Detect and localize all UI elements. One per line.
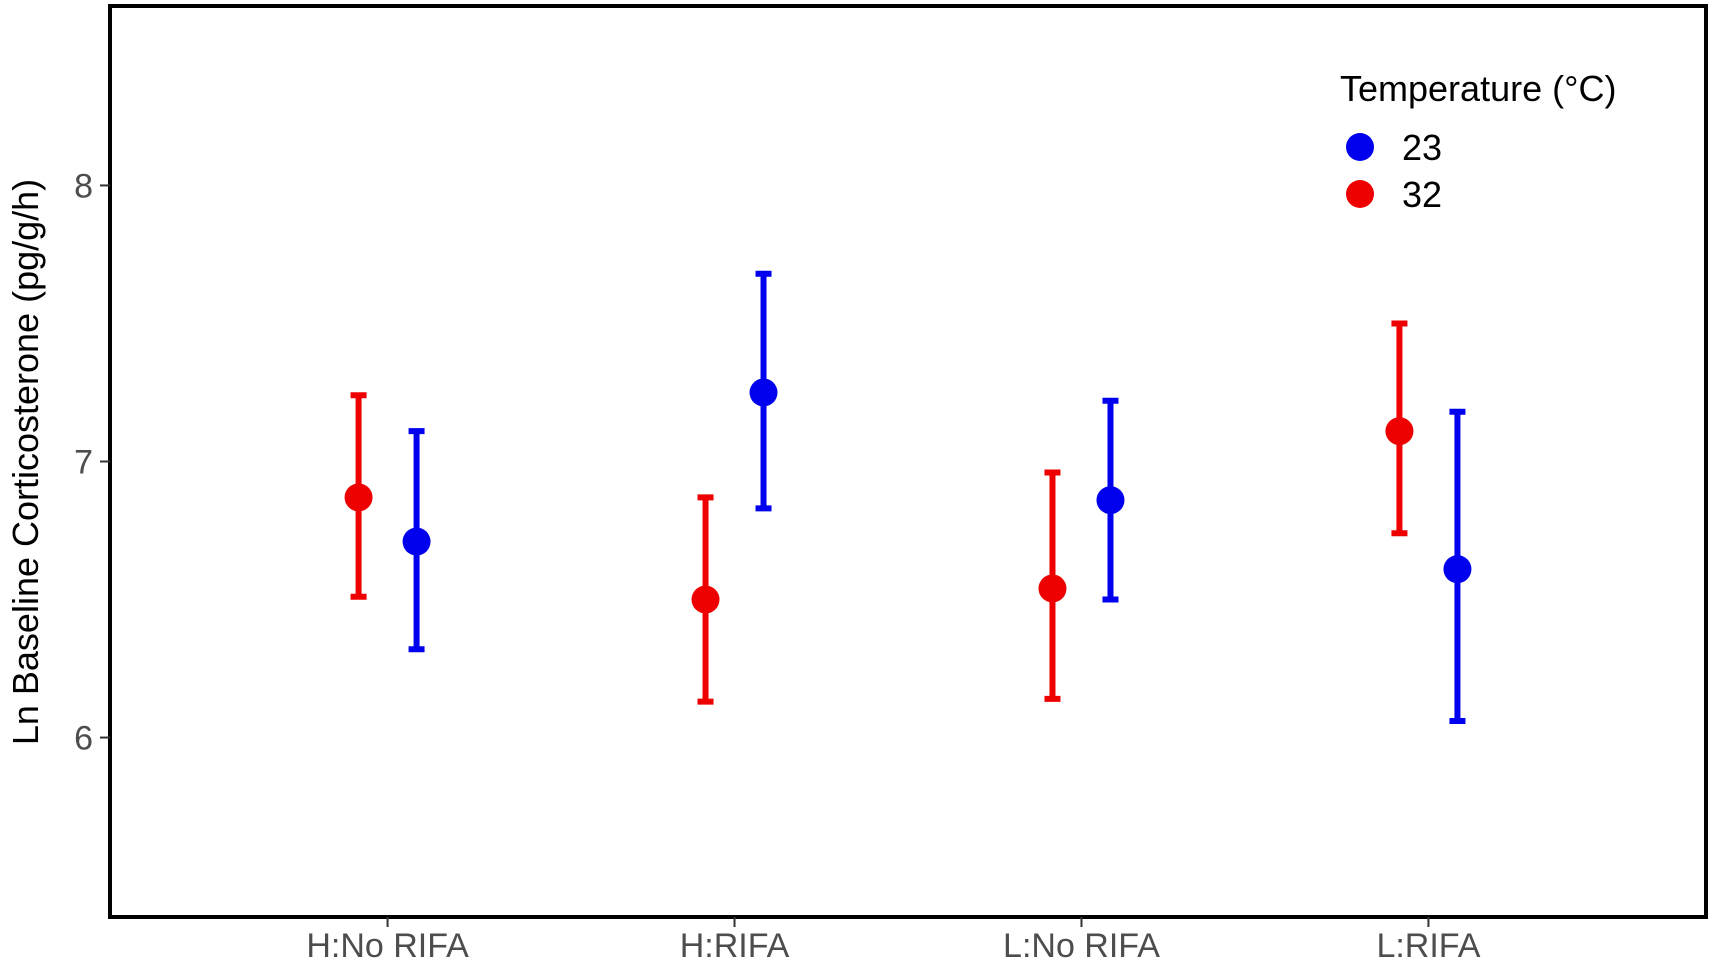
y-tick-label: 6 <box>74 720 93 758</box>
data-point <box>1038 574 1067 603</box>
series-layer <box>344 270 1472 724</box>
series-32 <box>344 320 1414 705</box>
data-point <box>344 483 373 512</box>
legend: Temperature (°C) 23 32 <box>1340 68 1616 215</box>
data-point <box>1096 486 1125 515</box>
panel-border <box>108 4 1708 919</box>
data-point <box>691 585 720 614</box>
legend-label-23: 23 <box>1402 127 1442 168</box>
y-tick-label: 7 <box>74 444 93 482</box>
x-tick-label: H:No RIFA <box>306 927 469 965</box>
y-axis-title: Ln Baseline Corticosterone (pg/g/h) <box>5 179 46 745</box>
series-23 <box>402 270 1472 724</box>
data-point <box>1443 555 1472 584</box>
x-tick-label: L:No RIFA <box>1003 927 1160 965</box>
legend-label-32: 32 <box>1402 174 1442 215</box>
x-tick-label: L:RIFA <box>1376 927 1480 965</box>
legend-key-23 <box>1346 133 1374 161</box>
y-tick-label: 8 <box>74 167 93 205</box>
x-tick-label: H:RIFA <box>680 927 790 965</box>
y-axis: 6 7 8 <box>74 167 110 758</box>
x-axis: H:No RIFA H:RIFA L:No RIFA L:RIFA <box>306 917 1481 965</box>
legend-key-32 <box>1346 180 1374 208</box>
data-point <box>402 527 431 556</box>
data-point <box>1385 417 1414 446</box>
legend-title: Temperature (°C) <box>1340 68 1616 109</box>
data-point <box>749 378 778 407</box>
